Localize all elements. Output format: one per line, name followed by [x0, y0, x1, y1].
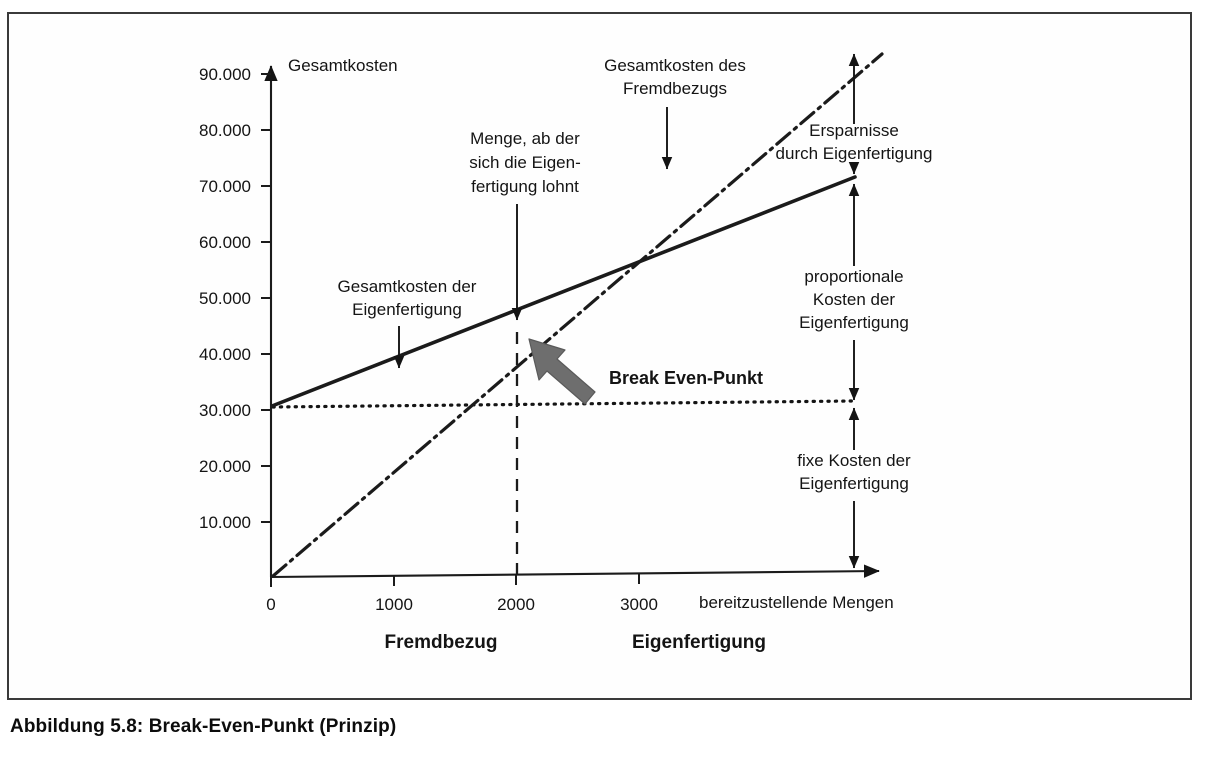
series-fixed-costs [271, 399, 854, 409]
annotation-breakeven-qty-line-1: Menge, ab der [470, 129, 580, 148]
y-tick-label-40000: 40.000 [199, 345, 251, 364]
annotation-savings-line-2: durch Eigenfertigung [776, 144, 933, 163]
annotation-breakeven-qty-line-3: fertigung lohnt [471, 177, 579, 196]
annotation-proportional-costs-line-2: Kosten der [813, 290, 896, 309]
y-axis-title: Gesamtkosten [288, 56, 398, 75]
y-tick-label-80000: 80.000 [199, 121, 251, 140]
annotation-external-purchase-line-2: Fremdbezugs [623, 79, 727, 98]
x-tick-label-0: 0 [266, 595, 275, 614]
y-tick-label-60000: 60.000 [199, 233, 251, 252]
breakeven-point-arrow [528, 338, 596, 405]
x-tick-marks [270, 574, 640, 587]
series-external-purchase-total [271, 52, 884, 578]
annotation-external-purchase-line-1: Gesamtkosten des [604, 56, 746, 75]
x-axis-line [270, 564, 880, 579]
region-label-eigenfertigung: Eigenfertigung [632, 632, 766, 653]
x-tick-label-1000: 1000 [375, 595, 413, 614]
annotation-fixed-costs-line-2: Eigenfertigung [799, 474, 909, 493]
y-tick-label-30000: 30.000 [199, 401, 251, 420]
figure-frame: 10.000 20.000 30.000 40.000 50.000 60.00… [7, 12, 1192, 700]
y-tick-marks [261, 73, 271, 523]
series-own-production-total [270, 175, 857, 408]
annotation-fixed-costs-line-1: fixe Kosten der [797, 451, 911, 470]
y-tick-label-10000: 10.000 [199, 513, 251, 532]
x-tick-label-3000: 3000 [620, 595, 658, 614]
breakeven-point-label: Break Even-Punkt [609, 368, 763, 388]
figure-caption: Abbildung 5.8: Break-Even-Punkt (Prinzip… [10, 716, 397, 737]
break-even-chart: 10.000 20.000 30.000 40.000 50.000 60.00… [199, 52, 933, 653]
annotation-own-production-line-2: Eigenfertigung [352, 300, 462, 319]
x-tick-label-2000: 2000 [497, 595, 535, 614]
annotation-own-production-line-1: Gesamtkosten der [338, 277, 477, 296]
y-tick-label-50000: 50.000 [199, 289, 251, 308]
x-axis-title: bereitzustellende Mengen [699, 593, 894, 612]
annotation-proportional-costs-line-3: Eigenfertigung [799, 313, 909, 332]
annotation-breakeven-qty-line-2: sich die Eigen- [469, 153, 581, 172]
y-tick-label-20000: 20.000 [199, 457, 251, 476]
y-tick-label-70000: 70.000 [199, 177, 251, 196]
y-tick-label-90000: 90.000 [199, 65, 251, 84]
annotation-savings-line-1: Ersparnisse [809, 121, 899, 140]
annotation-proportional-costs-line-1: proportionale [804, 267, 903, 286]
region-label-fremdbezug: Fremdbezug [385, 632, 498, 653]
